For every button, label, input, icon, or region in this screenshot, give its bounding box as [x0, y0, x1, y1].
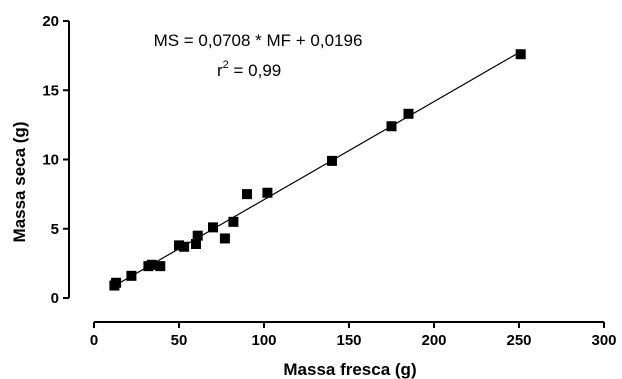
r-squared-value: = 0,99 — [229, 61, 281, 80]
x-tick-label: 100 — [251, 332, 276, 349]
data-point — [208, 222, 218, 233]
regression-line — [114, 51, 521, 287]
y-tick-label: 0 — [51, 290, 59, 307]
x-tick-label: 0 — [90, 332, 98, 349]
x-tick-label: 200 — [421, 332, 446, 349]
x-tick-label: 50 — [171, 332, 188, 349]
regression-equation: MS = 0,0708 * MF + 0,0196 — [154, 31, 363, 50]
x-tick-label: 300 — [591, 332, 616, 349]
x-tick-label: 250 — [506, 332, 531, 349]
data-point — [155, 261, 166, 272]
y-tick-label: 15 — [42, 82, 59, 99]
r-squared-label: r2 = 0,99 — [217, 59, 281, 80]
data-point — [403, 108, 414, 119]
data-point — [386, 121, 397, 132]
data-point — [242, 189, 252, 200]
y-axis-title: Massa seca (g) — [10, 122, 29, 243]
x-axis: 0 50 100 150 200 250 300 — [90, 321, 617, 349]
data-point — [262, 187, 273, 198]
data-point — [515, 49, 526, 60]
y-tick-label: 10 — [42, 152, 59, 169]
data-point — [174, 240, 184, 251]
r-squared-prefix: r — [217, 61, 223, 80]
r-squared-exponent: 2 — [223, 59, 229, 71]
x-axis-title: Massa fresca (g) — [283, 360, 416, 379]
y-tick-label: 5 — [51, 221, 59, 238]
data-point — [327, 155, 337, 166]
data-point — [111, 277, 122, 288]
data-point — [191, 238, 201, 249]
plot-area — [109, 49, 526, 291]
data-point — [146, 259, 157, 270]
data-point — [219, 233, 230, 244]
data-point — [126, 270, 137, 281]
y-axis: 0 5 10 15 20 — [42, 13, 70, 307]
data-point — [179, 241, 190, 252]
data-point — [192, 230, 203, 241]
x-tick-label: 150 — [336, 332, 361, 349]
data-point — [228, 216, 239, 227]
y-tick-label: 20 — [42, 13, 59, 30]
